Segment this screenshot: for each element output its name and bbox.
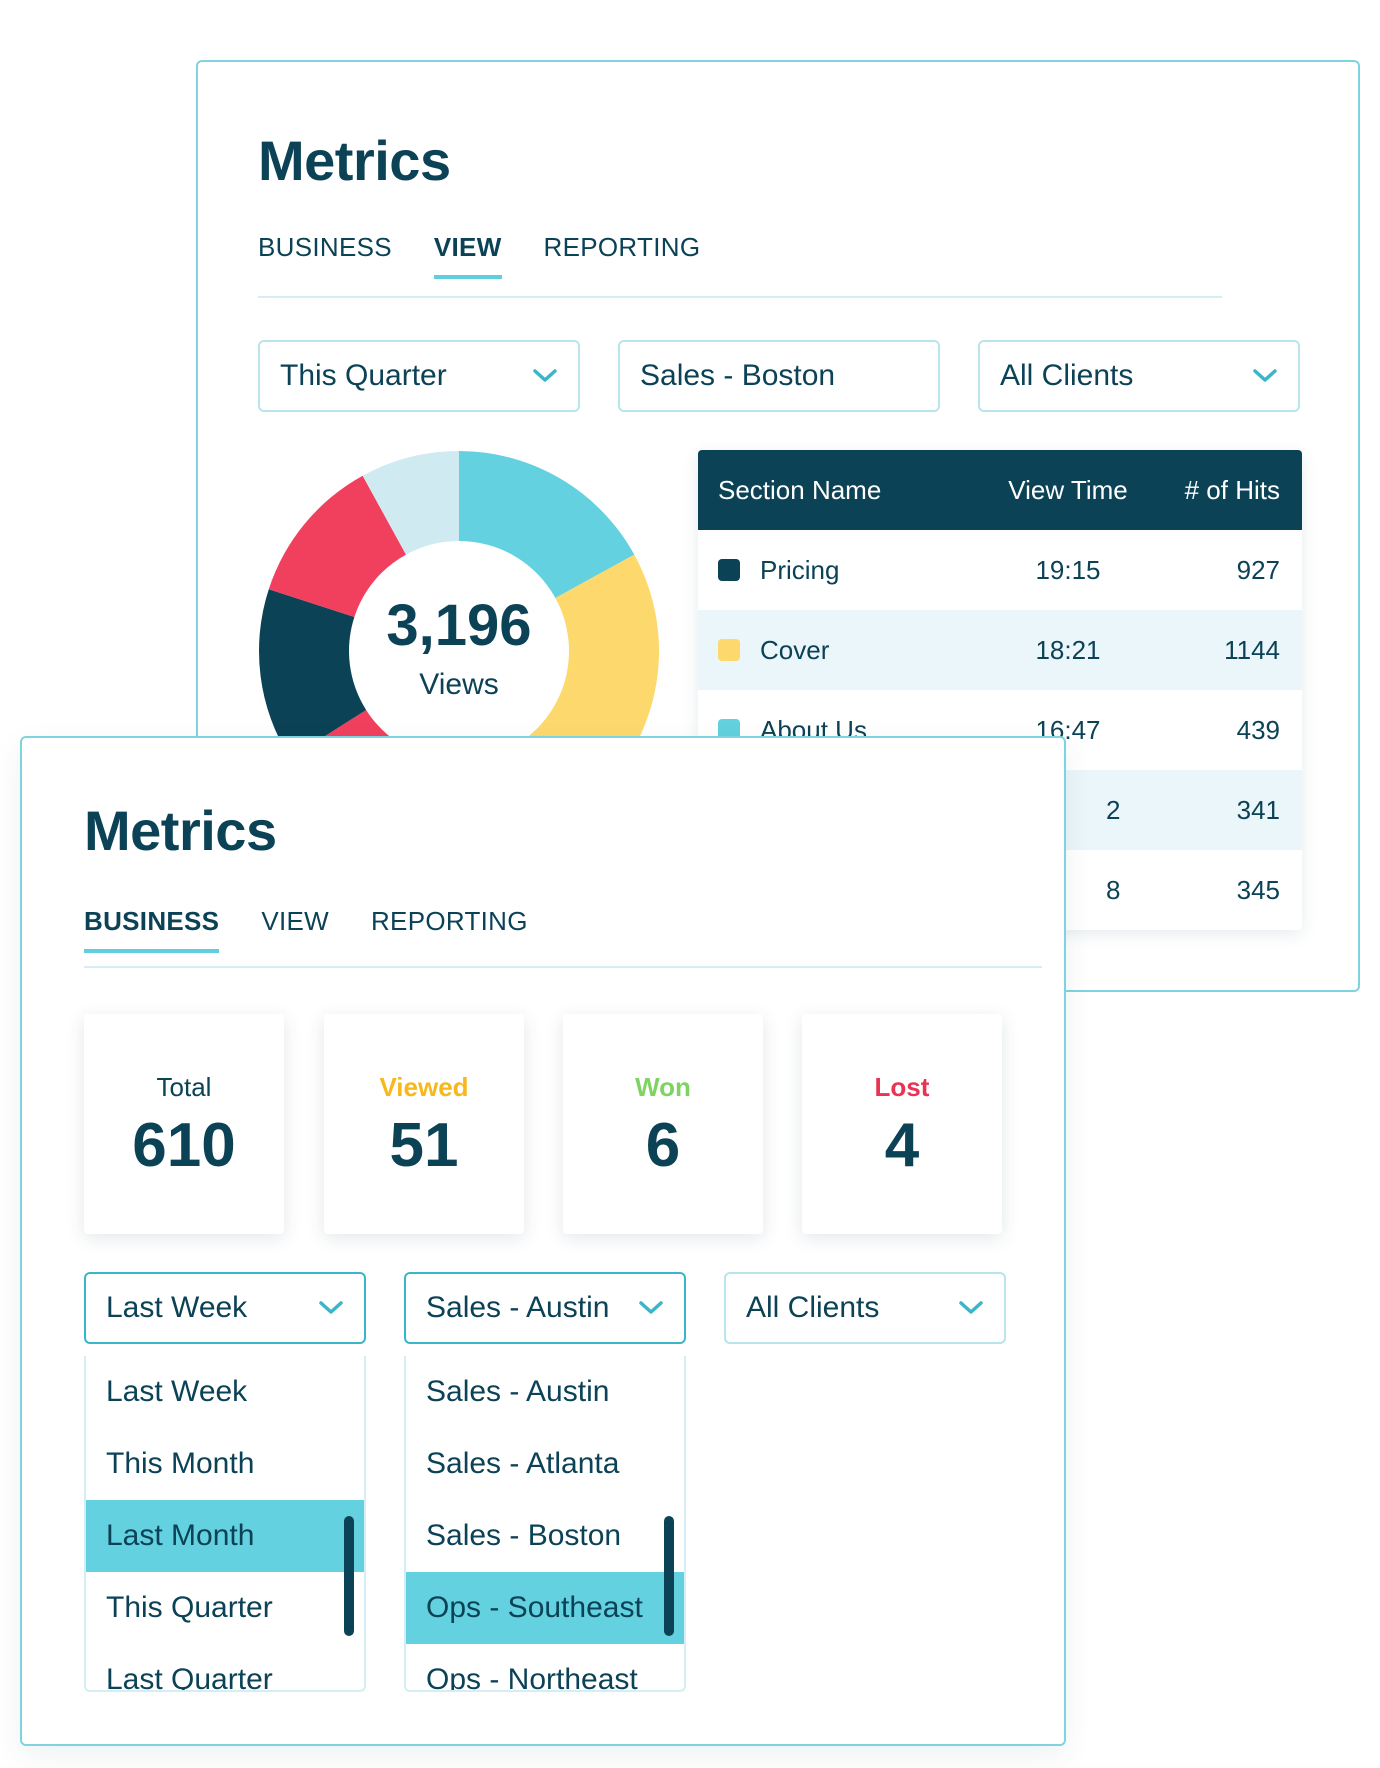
dropdown-option-highlighted[interactable]: Last Month: [86, 1500, 364, 1572]
dropdown-option[interactable]: This Quarter: [106, 1591, 273, 1624]
table-row[interactable]: Pricing 19:15 927: [698, 530, 1302, 610]
dropdown-option[interactable]: Ops - Northeast: [426, 1663, 638, 1692]
clients-select[interactable]: All Clients: [724, 1272, 1006, 1344]
stat-value: 6: [645, 1111, 681, 1180]
dropdown-option[interactable]: Sales - Atlanta: [426, 1447, 620, 1480]
tab-business[interactable]: BUSINESS: [258, 232, 392, 262]
stat-card-viewed[interactable]: Viewed 51: [324, 1014, 524, 1234]
team-select-value: Sales - Boston: [640, 359, 836, 392]
donut-total: 3,196: [386, 593, 532, 658]
donut-slice-5[interactable]: [268, 475, 407, 618]
tab-bar: BUSINESS VIEW REPORTING: [258, 232, 742, 279]
tab-reporting[interactable]: REPORTING: [543, 232, 701, 262]
hit-count: 341: [1236, 794, 1280, 825]
dropdown-option[interactable]: This Month: [106, 1447, 255, 1480]
chevron-down-icon: [318, 1295, 344, 1321]
hit-count: 927: [1236, 554, 1280, 585]
scrollbar-thumb[interactable]: [344, 1516, 354, 1636]
col-section-name[interactable]: Section Name: [718, 474, 882, 505]
page-title: Metrics: [258, 129, 451, 192]
view-time: 2: [1106, 794, 1121, 825]
tab-view[interactable]: VIEW: [261, 906, 329, 936]
table-header: Section Name View Time # of Hits: [698, 450, 1302, 530]
period-select-value: This Quarter: [280, 359, 447, 392]
team-select[interactable]: Sales - Austin: [404, 1272, 686, 1344]
stat-card-lost[interactable]: Lost 4: [802, 1014, 1002, 1234]
col-hits[interactable]: # of Hits: [1184, 474, 1280, 505]
dropdown-option[interactable]: Sales - Austin: [426, 1375, 610, 1408]
col-view-time[interactable]: View Time: [1008, 474, 1128, 505]
chevron-down-icon: [1252, 363, 1278, 389]
chevron-down-icon: [532, 363, 558, 389]
table-row[interactable]: Cover 18:21 1144: [698, 610, 1302, 690]
table-row[interactable]: 8 345: [698, 850, 1302, 930]
color-swatch: [718, 719, 740, 741]
period-select[interactable]: This Quarter: [258, 340, 580, 412]
stat-card-won[interactable]: Won 6: [563, 1014, 763, 1234]
team-select-value: Sales - Austin: [426, 1291, 610, 1324]
dropdown-option-highlighted[interactable]: Ops - Southeast: [406, 1572, 684, 1644]
view-time: 18:21: [1035, 634, 1101, 665]
stat-label: Total: [156, 1072, 212, 1102]
scrollbar-thumb[interactable]: [664, 1516, 674, 1636]
donut-slice-1[interactable]: [459, 451, 635, 599]
color-swatch: [718, 559, 740, 581]
tab-divider: [258, 296, 1222, 298]
period-select-value: Last Week: [106, 1291, 248, 1324]
tab-business[interactable]: BUSINESS: [84, 906, 220, 953]
clients-select-value: All Clients: [746, 1291, 880, 1324]
dropdown-option[interactable]: Last Week: [106, 1375, 248, 1408]
section-name: Pricing: [760, 554, 840, 585]
stat-label: Lost: [874, 1072, 930, 1102]
donut-label: Views: [419, 668, 499, 701]
metrics-panel-business: Metrics BUSINESS VIEW REPORTING Total 61…: [20, 736, 1066, 1746]
tab-view[interactable]: VIEW: [433, 232, 502, 279]
dropdown-option[interactable]: Sales - Boston: [426, 1519, 622, 1552]
color-swatch: [718, 639, 740, 661]
team-dropdown-list: Sales - Austin Sales - Atlanta Sales - B…: [404, 1356, 686, 1692]
stat-value: 4: [884, 1111, 920, 1180]
donut-slice-4[interactable]: [259, 589, 367, 759]
section-name: Cover: [760, 634, 830, 665]
stat-card-total[interactable]: Total 610: [84, 1014, 284, 1234]
clients-select[interactable]: All Clients: [978, 340, 1300, 412]
view-time: 19:15: [1035, 554, 1101, 585]
stat-label: Won: [635, 1072, 691, 1102]
period-select[interactable]: Last Week: [84, 1272, 366, 1344]
hit-count: 1144: [1224, 634, 1280, 665]
team-select[interactable]: Sales - Boston: [618, 340, 940, 412]
donut-slice-6[interactable]: [362, 451, 459, 555]
chevron-down-icon: [638, 1295, 664, 1321]
dropdown-option[interactable]: Last Quarter: [106, 1663, 273, 1692]
tab-divider: [84, 966, 1042, 968]
period-dropdown-list: Last Week This Month Last Month This Qua…: [84, 1356, 366, 1692]
page-title: Metrics: [84, 799, 277, 862]
stat-label: Viewed: [379, 1072, 469, 1102]
hit-count: 345: [1236, 874, 1280, 905]
clients-select-value: All Clients: [1000, 359, 1134, 392]
chevron-down-icon: [958, 1295, 984, 1321]
view-time: 8: [1106, 874, 1121, 905]
tab-bar: BUSINESS VIEW REPORTING: [84, 906, 570, 953]
stat-value: 610: [132, 1111, 236, 1180]
stat-value: 51: [389, 1111, 459, 1180]
tab-reporting[interactable]: REPORTING: [370, 906, 528, 936]
hit-count: 439: [1236, 714, 1280, 745]
